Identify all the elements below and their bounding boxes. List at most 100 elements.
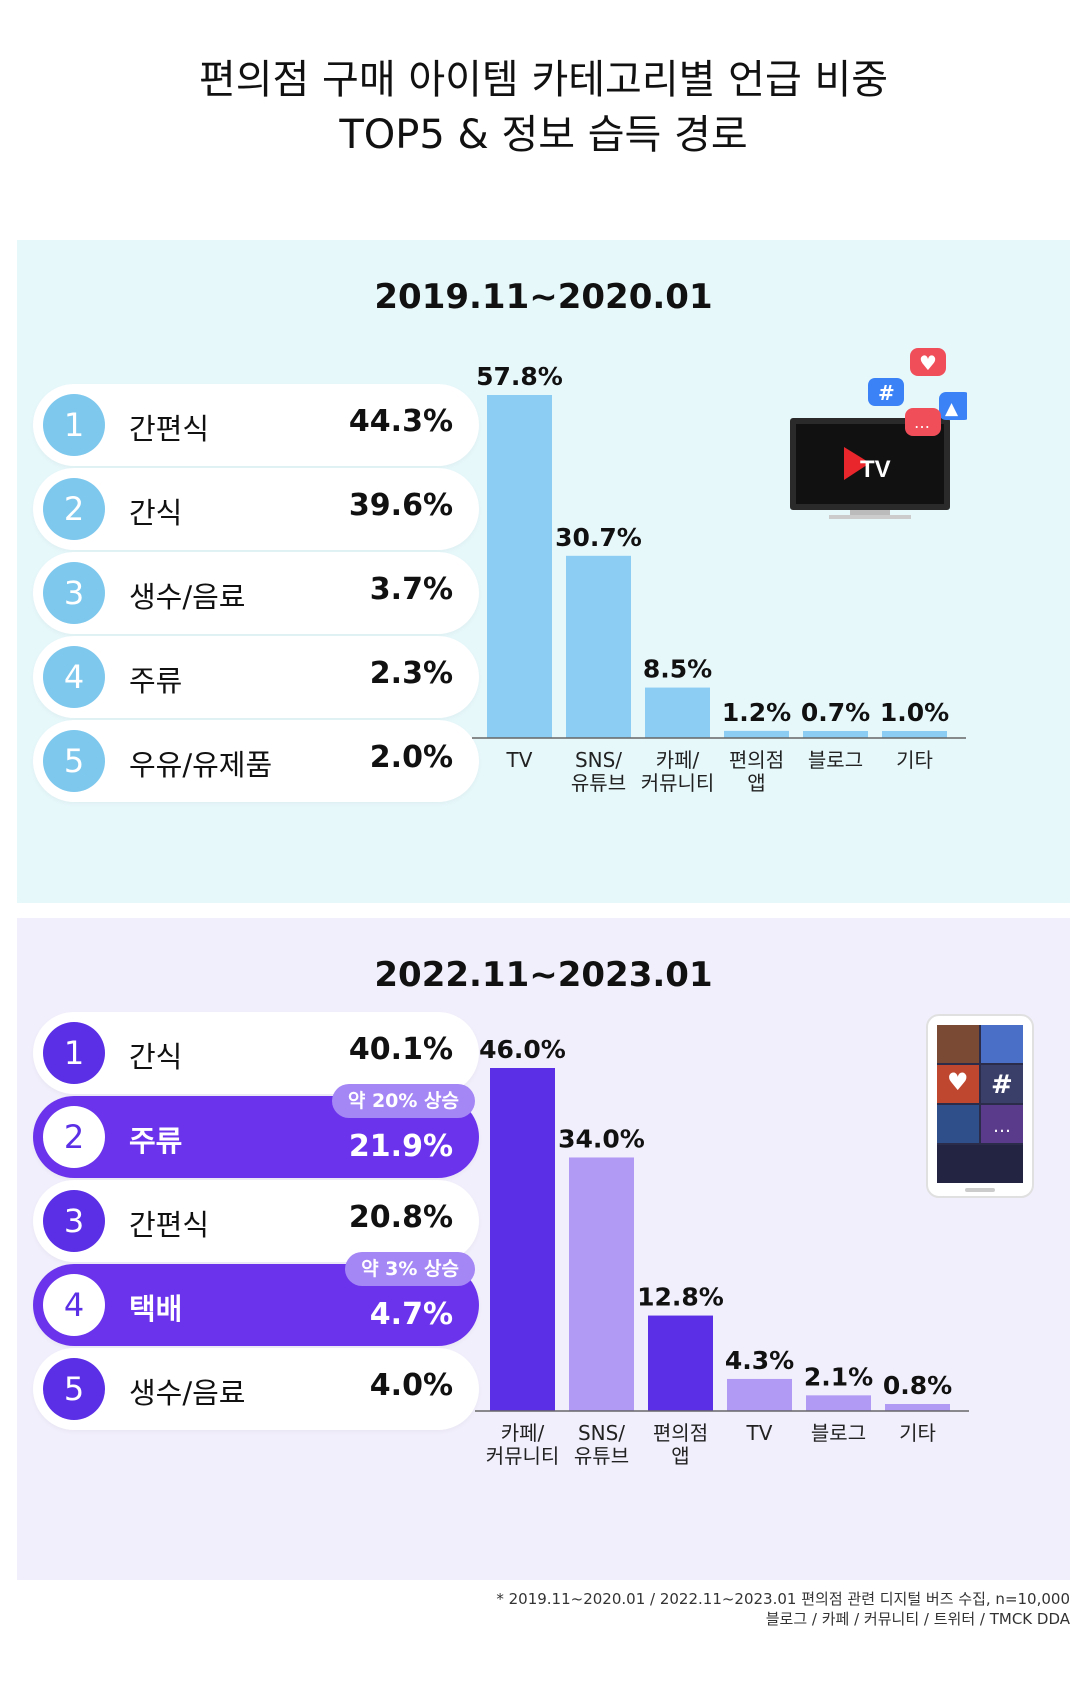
rank-item-name: 간편식 bbox=[129, 412, 210, 446]
location-tile-icon bbox=[937, 1105, 979, 1143]
bar-1 bbox=[566, 555, 631, 738]
ranking-row: 5 우유/유제품 2.0% bbox=[33, 720, 479, 802]
rank-item-name: 택배 bbox=[129, 1292, 183, 1326]
category-label: 앱 bbox=[671, 1444, 689, 1468]
svg-text:#: # bbox=[991, 1070, 1013, 1100]
page-title-line-1: 편의점 구매 아이템 카테고리별 언급 비중 bbox=[198, 57, 889, 103]
ranking-row: 2 간식 39.6% bbox=[33, 468, 479, 550]
rank-item-ratio: 39.6% bbox=[348, 488, 453, 523]
bar-2 bbox=[648, 1315, 713, 1411]
category-label: 카페/ bbox=[656, 748, 700, 772]
rank-circle: 1 bbox=[43, 1022, 105, 1084]
heart-tile-icon bbox=[937, 1065, 979, 1103]
bar-value-label: 1.0% bbox=[880, 698, 949, 727]
ranking-row: 5 생수/음료 4.0% bbox=[33, 1348, 479, 1430]
rank-item-name: 주류 bbox=[129, 664, 183, 698]
rank-item-name: 간식 bbox=[129, 1040, 183, 1074]
rank-circle: 5 bbox=[43, 730, 105, 792]
svg-text:♥: ♥ bbox=[919, 351, 937, 375]
category-label: 커뮤니티 bbox=[641, 771, 715, 795]
rank-item-ratio: 40.1% bbox=[348, 1032, 453, 1067]
ranking-row: 3 간편식 20.8% bbox=[33, 1180, 479, 1262]
rank-circle: 3 bbox=[43, 1190, 105, 1252]
like-bubble-icon bbox=[939, 392, 967, 420]
svg-text:…: … bbox=[993, 1116, 1011, 1137]
rank-item-name: 생수/음료 bbox=[129, 580, 246, 614]
category-label: 커뮤니티 bbox=[486, 1444, 560, 1468]
category-label: TV bbox=[506, 748, 533, 772]
rank-item-name: 생수/음료 bbox=[129, 1376, 246, 1410]
bar-3 bbox=[724, 730, 789, 738]
rank-item-ratio: 2.0% bbox=[369, 740, 453, 775]
page-title-line-2: TOP5 & 정보 습득 경로 bbox=[339, 112, 748, 158]
svg-text:TV: TV bbox=[860, 456, 891, 483]
category-label: 편의점 bbox=[653, 1421, 708, 1445]
smartphone-with-social-tiles: ♥ # … bbox=[926, 1014, 1034, 1198]
category-label: 앱 bbox=[747, 771, 765, 795]
category-label: TV bbox=[746, 1421, 773, 1445]
rank-item-ratio: 20.8% bbox=[348, 1200, 453, 1235]
ranking-row: 3 생수/음료 3.7% bbox=[33, 552, 479, 634]
category-label: 블로그 bbox=[811, 1421, 866, 1445]
chat-tile-icon bbox=[981, 1105, 1023, 1143]
rank-item-ratio: 4.0% bbox=[369, 1368, 453, 1403]
increase-badge: 약 3% 상승 bbox=[345, 1252, 475, 1286]
category-label: 카페/ bbox=[501, 1421, 545, 1445]
increase-badge: 약 20% 상승 bbox=[331, 1084, 475, 1118]
bar-value-label: 30.7% bbox=[555, 523, 642, 552]
svg-text:▲: ▲ bbox=[945, 399, 959, 419]
rank-item-name: 우유/유제품 bbox=[129, 748, 273, 782]
bar-2 bbox=[645, 687, 710, 738]
category-label: 기타 bbox=[899, 1421, 936, 1445]
rank-item-name: 간식 bbox=[129, 496, 183, 530]
bar-value-label: 8.5% bbox=[643, 655, 712, 684]
category-label: 유튜브 bbox=[574, 1444, 629, 1468]
bar-value-label: 57.8% bbox=[476, 362, 563, 391]
bar-value-label: 46.0% bbox=[479, 1035, 566, 1064]
bar-4 bbox=[803, 731, 868, 738]
thumbs-up-tile-icon bbox=[981, 1025, 1023, 1063]
category-label: SNS/ bbox=[575, 748, 622, 772]
period-label: 2022.11~2023.01 bbox=[374, 955, 713, 995]
rank-item-ratio: 3.7% bbox=[369, 572, 453, 607]
category-label: 블로그 bbox=[808, 748, 863, 772]
ranking-row: 4 주류 2.3% bbox=[33, 636, 479, 718]
rank-circle: 1 bbox=[43, 394, 105, 456]
hashtag-bubble-icon bbox=[868, 378, 904, 406]
rank-item-ratio: 21.9% bbox=[348, 1129, 453, 1164]
rank-item-name: 주류 bbox=[129, 1124, 183, 1158]
category-label: SNS/ bbox=[578, 1421, 625, 1445]
ranking-row: 1 간편식 44.3% bbox=[33, 384, 479, 466]
play-icon bbox=[844, 447, 870, 480]
bar-value-label: 34.0% bbox=[558, 1124, 645, 1153]
ranking-row-highlighted: 4 택배 약 3% 상승 4.7% bbox=[33, 1252, 479, 1346]
rank-item-name: 간편식 bbox=[129, 1208, 210, 1242]
bar-value-label: 0.8% bbox=[883, 1371, 952, 1400]
rank-circle: 3 bbox=[43, 562, 105, 624]
rank-item-ratio: 44.3% bbox=[348, 404, 453, 439]
rank-circle: 5 bbox=[43, 1358, 105, 1420]
bar-value-label: 1.2% bbox=[722, 698, 791, 727]
bar-value-label: 0.7% bbox=[801, 698, 870, 727]
svg-text:…: … bbox=[914, 413, 930, 432]
rank-item-ratio: 2.3% bbox=[369, 656, 453, 691]
period-label: 2019.11~2020.01 bbox=[374, 277, 713, 317]
category-label: 편의점 bbox=[729, 748, 784, 772]
bar-4 bbox=[806, 1395, 871, 1411]
rank-circle: 2 bbox=[43, 1106, 105, 1168]
bar-value-label: 4.3% bbox=[725, 1346, 794, 1375]
rank-circle: 2 bbox=[43, 478, 105, 540]
ranking-row: 1 간식 40.1% bbox=[33, 1012, 479, 1094]
chat-bubble-icon bbox=[905, 408, 941, 436]
period-panel-2019: 2019.11~2020.01 순위 항목 비율 1 간편식 44.3% 2 간… bbox=[17, 240, 1070, 903]
rank-circle: 4 bbox=[43, 1274, 105, 1336]
tv-with-social-icons: TV ♥ # ▲ … bbox=[790, 348, 967, 519]
footnote-line-1: * 2019.11~2020.01 / 2022.11~2023.01 편의점 … bbox=[496, 1590, 1070, 1608]
bar-3 bbox=[727, 1378, 792, 1411]
heart-bubble-icon bbox=[910, 348, 946, 376]
bar-1 bbox=[569, 1157, 634, 1411]
bar-value-label: 2.1% bbox=[804, 1362, 873, 1391]
video-tile-icon bbox=[937, 1025, 979, 1063]
